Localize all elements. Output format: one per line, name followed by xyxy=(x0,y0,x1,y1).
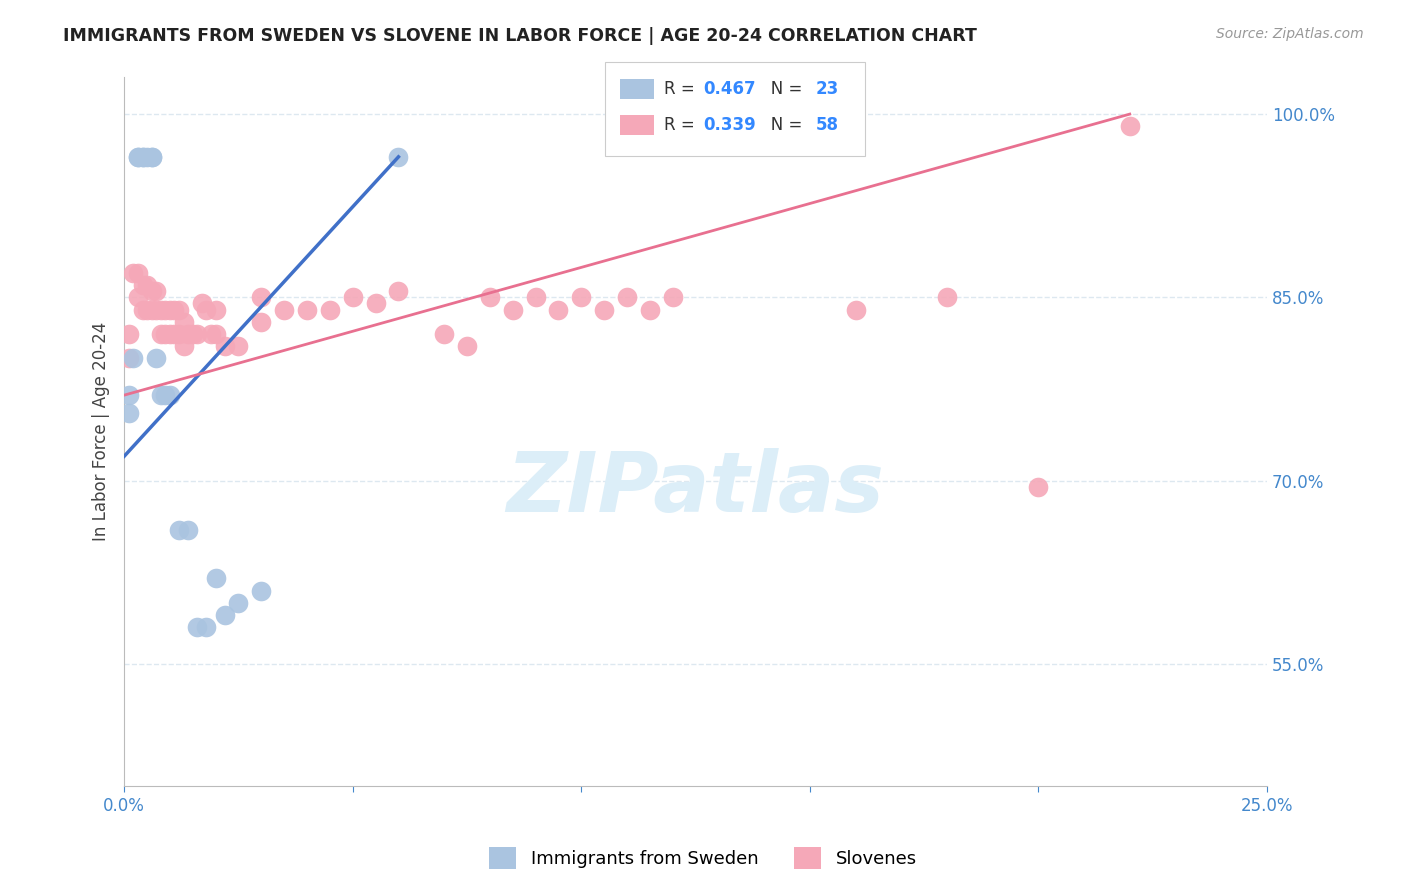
Point xyxy=(1028,480,1050,494)
Point xyxy=(131,278,153,293)
Point xyxy=(228,596,250,610)
Point xyxy=(141,150,163,164)
Point xyxy=(149,302,172,317)
Point xyxy=(195,302,218,317)
Point xyxy=(456,339,478,353)
Point xyxy=(136,278,159,293)
Point xyxy=(569,290,592,304)
Point xyxy=(250,290,273,304)
Point xyxy=(173,339,195,353)
Point xyxy=(200,326,222,341)
Text: ZIPatlas: ZIPatlas xyxy=(506,448,884,529)
Point xyxy=(167,302,190,317)
Text: IMMIGRANTS FROM SWEDEN VS SLOVENE IN LABOR FORCE | AGE 20-24 CORRELATION CHART: IMMIGRANTS FROM SWEDEN VS SLOVENE IN LAB… xyxy=(63,27,977,45)
Point xyxy=(118,388,141,402)
Point xyxy=(214,608,236,623)
Point xyxy=(145,351,167,366)
Point xyxy=(177,326,200,341)
Point xyxy=(127,150,149,164)
Point xyxy=(159,326,181,341)
Point xyxy=(163,302,186,317)
Point xyxy=(1119,120,1142,134)
Point xyxy=(204,302,226,317)
Point xyxy=(478,290,501,304)
Point xyxy=(387,150,409,164)
Y-axis label: In Labor Force | Age 20-24: In Labor Force | Age 20-24 xyxy=(93,322,110,541)
Point xyxy=(195,620,218,634)
Point xyxy=(167,523,190,537)
Point xyxy=(177,523,200,537)
Point xyxy=(131,150,153,164)
Text: Source: ZipAtlas.com: Source: ZipAtlas.com xyxy=(1216,27,1364,41)
Point xyxy=(136,302,159,317)
Point xyxy=(228,339,250,353)
Point xyxy=(295,302,318,317)
Point xyxy=(155,302,177,317)
Point xyxy=(141,302,163,317)
Text: 58: 58 xyxy=(815,116,838,134)
Point xyxy=(186,620,208,634)
Point xyxy=(127,150,149,164)
Point xyxy=(141,285,163,299)
Point xyxy=(936,290,959,304)
Point xyxy=(145,285,167,299)
Point xyxy=(214,339,236,353)
Point xyxy=(145,302,167,317)
Point xyxy=(181,326,204,341)
Point xyxy=(502,302,524,317)
Point xyxy=(122,351,145,366)
Point xyxy=(118,326,141,341)
Point xyxy=(204,571,226,585)
Point xyxy=(149,388,172,402)
Point xyxy=(638,302,661,317)
Point xyxy=(136,150,159,164)
Text: 0.339: 0.339 xyxy=(703,116,756,134)
Point xyxy=(149,326,172,341)
Point xyxy=(122,266,145,280)
Point xyxy=(616,290,638,304)
Point xyxy=(364,296,387,310)
Point xyxy=(191,296,214,310)
Point xyxy=(524,290,547,304)
Point xyxy=(319,302,342,317)
Point xyxy=(273,302,295,317)
Point xyxy=(155,388,177,402)
Text: 0.467: 0.467 xyxy=(703,80,755,98)
Point xyxy=(127,266,149,280)
Point xyxy=(131,302,153,317)
Point xyxy=(127,290,149,304)
Text: N =: N = xyxy=(755,80,807,98)
Point xyxy=(844,302,866,317)
Text: R =: R = xyxy=(664,80,700,98)
Point xyxy=(159,302,181,317)
Point xyxy=(118,407,141,421)
Point xyxy=(387,285,409,299)
Point xyxy=(155,326,177,341)
Point xyxy=(167,326,190,341)
Text: N =: N = xyxy=(755,116,807,134)
Point xyxy=(342,290,364,304)
Text: 23: 23 xyxy=(815,80,839,98)
Point xyxy=(141,150,163,164)
Point xyxy=(547,302,569,317)
Point xyxy=(163,326,186,341)
Point xyxy=(250,315,273,329)
Point xyxy=(118,351,141,366)
Point xyxy=(250,583,273,598)
Point xyxy=(204,326,226,341)
Point xyxy=(131,150,153,164)
Point xyxy=(433,326,456,341)
Point xyxy=(661,290,683,304)
Point xyxy=(186,326,208,341)
Point xyxy=(173,315,195,329)
Legend: Immigrants from Sweden, Slovenes: Immigrants from Sweden, Slovenes xyxy=(479,838,927,879)
Point xyxy=(593,302,616,317)
Text: R =: R = xyxy=(664,116,700,134)
Point xyxy=(159,388,181,402)
